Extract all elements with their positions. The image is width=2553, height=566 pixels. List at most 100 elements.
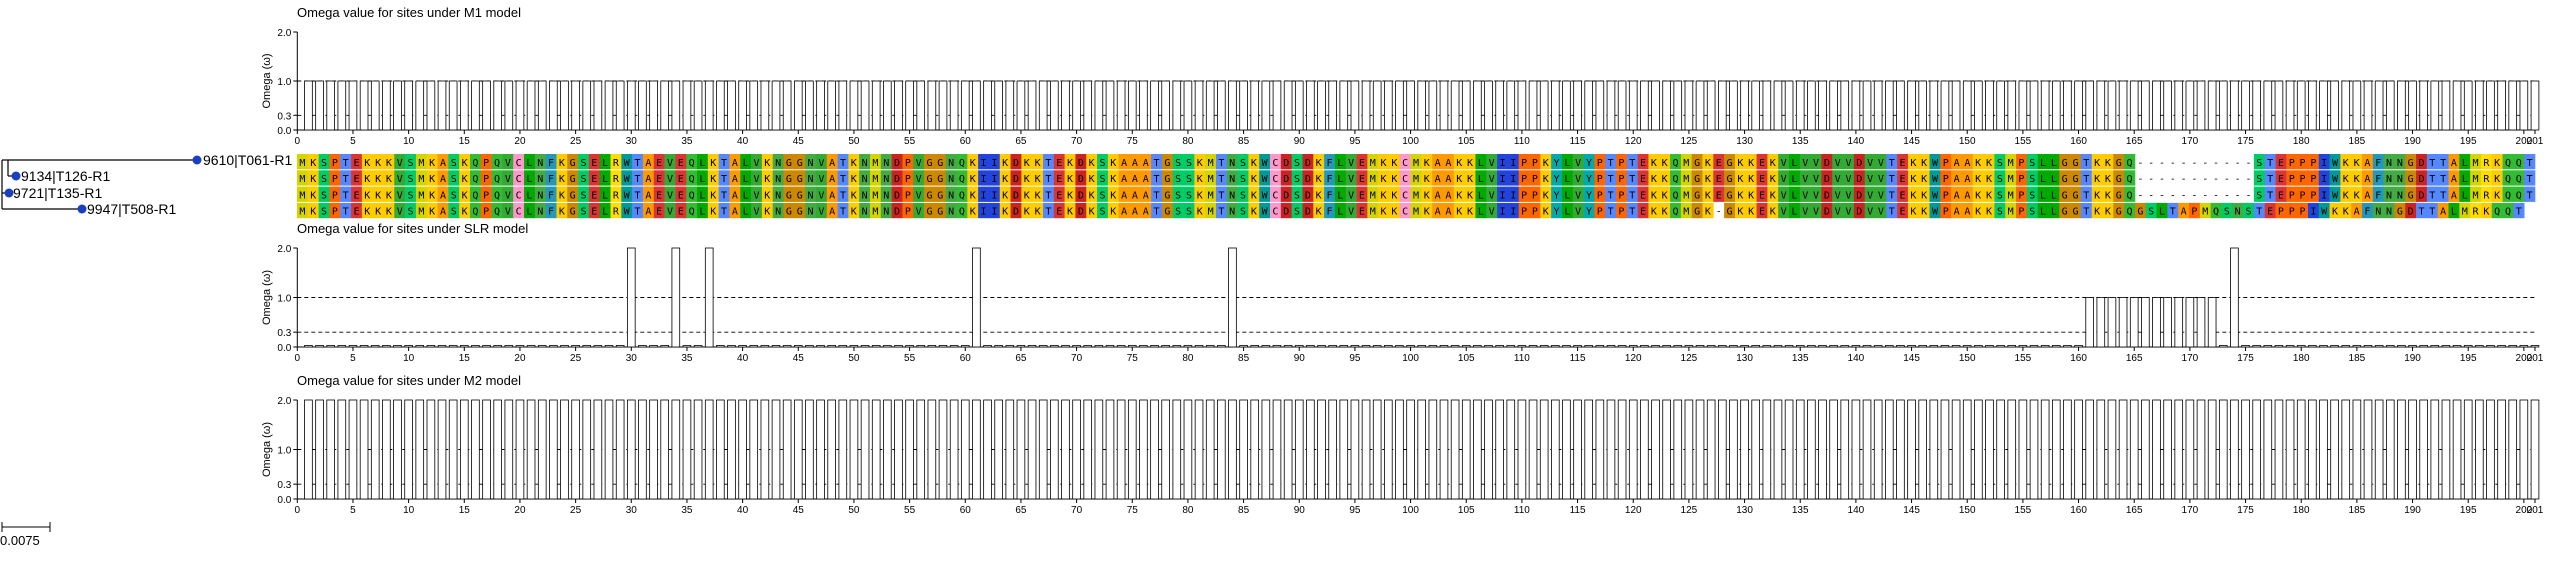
residue-letter: K [1391, 190, 1397, 201]
residue-letter: Q [2213, 207, 2219, 218]
omega-bar [2308, 399, 2317, 500]
residue-cell [1648, 186, 1660, 202]
omega-bar [2029, 80, 2039, 131]
residue-cell [2059, 202, 2071, 219]
residue-cell [2362, 170, 2374, 186]
omega-bar [2129, 297, 2139, 348]
residue-cell [1075, 170, 1087, 186]
residue-cell [826, 154, 838, 170]
residue-cell [945, 186, 957, 202]
residue-letter: D [1856, 158, 1862, 169]
omega-bar [2074, 80, 2083, 131]
omega-bar [2475, 345, 2484, 348]
residue-cell [956, 154, 968, 170]
residue-cell [1367, 170, 1379, 186]
residue-cell [826, 186, 838, 202]
residue-letter: P [2310, 158, 2316, 169]
residue-cell [534, 186, 546, 202]
residue-letter: C [516, 190, 522, 201]
omega-bar [1228, 247, 1237, 348]
omega-bar [448, 80, 458, 131]
residue-cell [1248, 154, 1260, 170]
residue-cell [1583, 154, 1595, 170]
residue-letter: R [613, 174, 620, 185]
tree-node-9947[interactable] [77, 204, 87, 214]
residue-letter: P [2018, 207, 2024, 218]
residue-letter: K [710, 158, 716, 169]
omega-bar [1862, 345, 1872, 348]
omega-bar [2252, 345, 2261, 348]
residue-letter: T [635, 207, 641, 218]
residue-letter: P [1532, 158, 1538, 169]
residue-cell [2405, 154, 2417, 170]
residue-letter: V [818, 190, 824, 201]
residue-letter: K [1381, 190, 1387, 201]
residue-cell [761, 170, 774, 186]
residue-letter: K [1770, 158, 1776, 169]
omega-bar [2508, 80, 2518, 131]
residue-cell [1226, 170, 1238, 186]
residue-cell [1983, 170, 1995, 186]
residue-letter: Q [2505, 174, 2511, 185]
residue-cell [1129, 170, 1141, 186]
omega-bar [1684, 345, 1694, 348]
residue-cell [2416, 202, 2428, 219]
omega-bar [1962, 80, 1972, 131]
residue-letter: W [1932, 190, 1939, 201]
residue-cell [329, 170, 341, 186]
residue-letter: M [299, 207, 305, 218]
residue-letter: - [2191, 158, 2197, 169]
residue-letter: V [753, 190, 759, 201]
residue-letter: K [1748, 158, 1754, 169]
residue-cell [2286, 186, 2298, 202]
y-tick-label: 2.0 [277, 396, 291, 407]
residue-letter: K [710, 190, 716, 201]
omega-bar [304, 80, 313, 131]
omega-bar [1695, 399, 1705, 500]
omega-bar [2207, 399, 2217, 500]
residue-cell [1572, 154, 1584, 170]
omega-bar [1628, 399, 1638, 500]
residue-letter: K [310, 207, 316, 218]
x-tick-label: 30 [626, 353, 638, 364]
tree-node-9610[interactable] [192, 155, 202, 165]
omega-bar [2530, 80, 2540, 131]
chart-title: Omega value for sites under SLR model [297, 221, 528, 236]
residue-letter: T [1045, 158, 1051, 169]
residue-cell [2297, 202, 2309, 219]
residue-cell [351, 186, 363, 202]
residue-letter: T [343, 207, 349, 218]
residue-cell [1453, 154, 1465, 170]
residue-cell [351, 202, 363, 219]
residue-letter: A [829, 158, 835, 169]
residue-cell [340, 186, 352, 202]
residue-letter: G [786, 174, 792, 185]
residue-cell [956, 186, 968, 202]
residue-letter: - [2148, 190, 2154, 201]
residue-letter: N [948, 190, 954, 201]
tree-node-9721[interactable] [4, 188, 14, 198]
residue-cell [2524, 154, 2536, 170]
residue-letter: L [526, 190, 532, 201]
omega-bar [459, 80, 469, 131]
residue-cell [588, 186, 601, 202]
tree-node-9134[interactable] [11, 171, 21, 181]
residue-cell [1010, 170, 1022, 186]
residue-letter: T [721, 174, 727, 185]
omega-bar [1317, 80, 1326, 131]
residue-letter: P [2310, 190, 2316, 201]
residue-letter: K [1197, 207, 1203, 218]
residue-cell [1561, 186, 1574, 202]
omega-bar [2341, 345, 2351, 348]
residue-letter: Q [2516, 190, 2522, 201]
omega-bar [1139, 399, 1148, 500]
x-tick-label: 100 [1402, 505, 1419, 516]
x-tick-label: 120 [1625, 505, 1642, 516]
residue-letter: A [2364, 190, 2370, 201]
residue-letter: T [1629, 158, 1635, 169]
omega-bar [671, 399, 681, 500]
residue-cell [1821, 186, 1833, 202]
omega-bar [782, 345, 792, 348]
residue-cell [1691, 170, 1703, 186]
residue-cell [913, 154, 925, 170]
